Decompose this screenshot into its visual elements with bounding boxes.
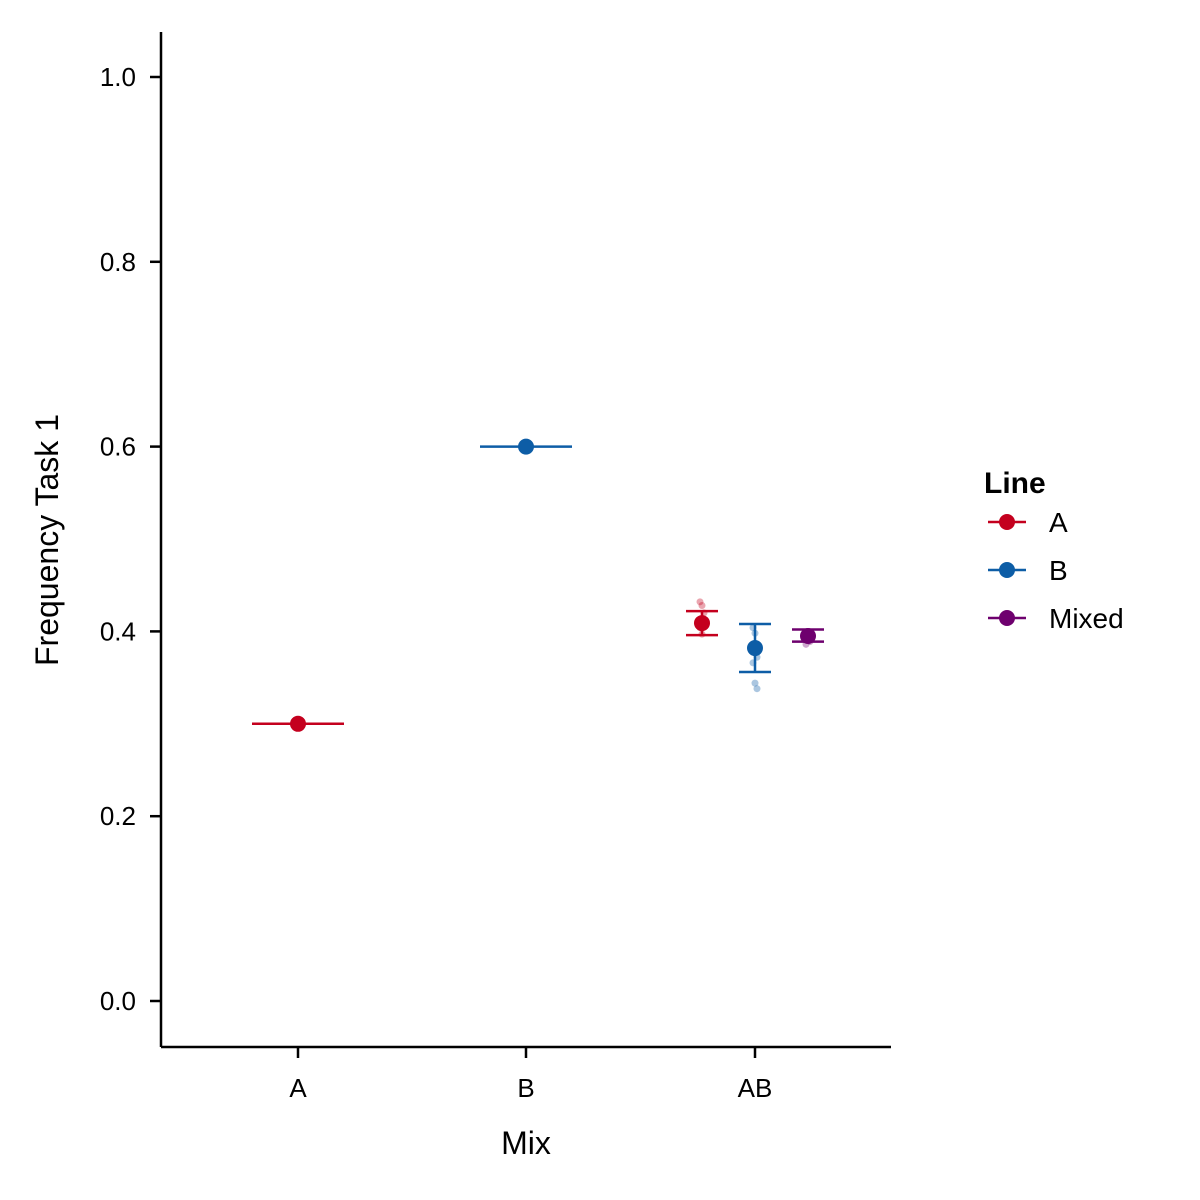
x-axis-title: Mix [501,1125,551,1161]
y-tick-label: 1.0 [100,62,136,92]
y-tick-label: 0.6 [100,432,136,462]
legend-key-point [999,514,1015,530]
legend-key-point [999,610,1015,626]
legend-label: B [1049,555,1068,586]
axes: 0.00.20.40.60.81.0A B AB [100,32,891,1103]
y-tick-label: 0.0 [100,986,136,1016]
plot-area [252,438,824,732]
legend-label: A [1049,507,1068,538]
mean-point [694,615,710,632]
legend-label: Mixed [1049,603,1124,634]
raw-point [751,679,759,687]
y-tick-label: 0.8 [100,247,136,277]
mean-point [747,640,763,657]
legend: Line AB Mixed [984,467,1124,634]
mean-point [518,438,534,455]
legend-title: Line [984,467,1046,500]
mean-point [290,715,306,732]
mean-point [800,628,816,645]
y-tick-label: 0.2 [100,801,136,831]
y-tick-label: 0.4 [100,616,136,646]
legend-key-point [999,562,1015,578]
x-tick-label: A [289,1073,307,1103]
x-tick-label: B [517,1073,534,1103]
raw-point [698,602,706,610]
raw-point [753,685,761,693]
x-tick-label: AB [738,1073,773,1103]
raw-point [696,598,704,606]
y-axis-title: Frequency Task 1 [29,414,65,666]
